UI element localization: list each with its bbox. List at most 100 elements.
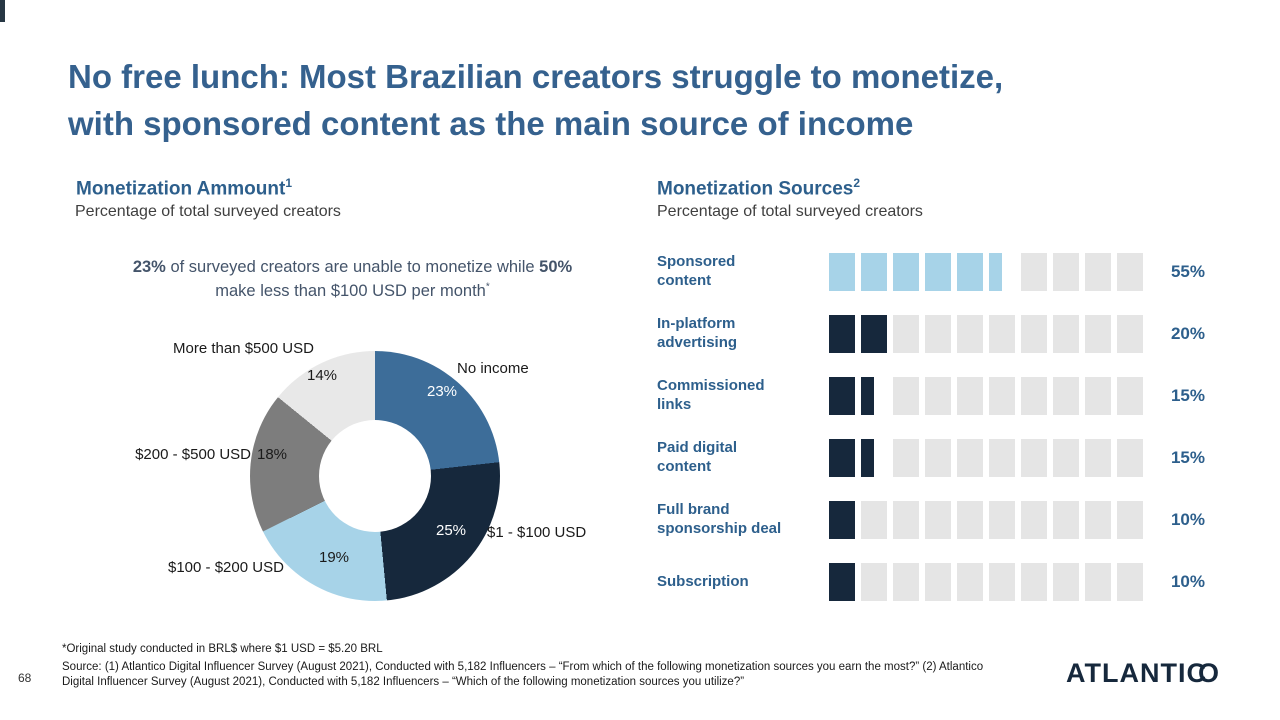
bar-block [1053,377,1079,415]
bar-block [1053,563,1079,601]
source-bar [829,563,1143,601]
bar-block [1053,253,1079,291]
bar-block [1085,377,1111,415]
donut-label-1-100: $1 - $100 USD [487,524,587,541]
logo-o-mark: O [1197,658,1220,688]
footnote: *Original study conducted in BRL$ where … [62,643,383,655]
bar-block [957,315,983,353]
bar-block [989,501,1015,539]
bar-block [1021,563,1047,601]
bar-block [893,501,919,539]
amount-heading-text: Monetization Ammount [76,178,286,200]
bar-block [1085,439,1111,477]
source-label: Subscription [657,572,749,590]
bar-block [1021,253,1047,291]
bar-block [1053,439,1079,477]
sources-heading-superscript: 2 [853,176,861,190]
source-percent: 55% [1170,262,1205,281]
amount-heading: Monetization Ammount1 [76,176,292,200]
logo-text: ATLANTIC [1066,658,1207,688]
bar-block [861,439,887,477]
bar-block [1117,315,1143,353]
donut-value-no-income: 23% [427,383,458,400]
bar-block [925,563,951,601]
bar-block [893,315,919,353]
source-row: Full brand sponsorship deal 10% [657,489,1205,551]
source-row: Subscription 10% [657,551,1205,613]
bar-block [957,501,983,539]
bar-block [861,563,887,601]
bar-block [925,315,951,353]
bar-block-partial [861,377,874,415]
bar-block [829,377,855,415]
bar-block [829,501,855,539]
slide-title-line1: No free lunch: Most Brazilian creators s… [68,58,1004,95]
source-bar [829,501,1143,539]
bar-block [1117,501,1143,539]
atlantico-logo: ATLANTICO [1066,658,1220,689]
bar-block [1117,253,1143,291]
bar-block-partial [861,439,874,477]
bar-block [829,439,855,477]
donut-label-200-500: $200 - $500 USD [135,446,251,463]
bar-block [829,253,855,291]
slide-title: No free lunch: Most Brazilian creators s… [68,54,1228,148]
bar-block [925,377,951,415]
bar-block [1085,563,1111,601]
bar-block [893,439,919,477]
amount-heading-superscript: 1 [285,176,293,190]
monetization-sources-chart: Sponsored content 55% In-platform advertisin… [657,241,1205,613]
bar-block [829,315,855,353]
bar-block [1021,501,1047,539]
bar-block [925,253,951,291]
bar-block [1021,377,1047,415]
slide-title-line2: with sponsored content as the main sourc… [68,104,914,142]
bar-block [957,563,983,601]
bar-block [957,439,983,477]
donut-label-more-500: More than $500 USD [173,340,314,357]
bar-block [925,439,951,477]
donut-value-more-500: 14% [307,367,338,384]
amount-subheading: Percentage of total surveyed creators [75,203,341,220]
source-row: Paid digital content 15% [657,427,1205,489]
bar-block [1117,439,1143,477]
bar-block [893,563,919,601]
bar-block [893,253,919,291]
donut-value-200-500: 18% [257,446,288,463]
source-bar [829,439,1143,477]
source-label: Full brand sponsorship deal [657,501,782,537]
source-row: Commissioned links 15% [657,365,1205,427]
bar-block [957,253,983,291]
bar-block [1085,501,1111,539]
source-bar [829,253,1143,291]
sources-heading-text: Monetization Sources [657,178,854,200]
bar-block [1053,315,1079,353]
bar-block [893,377,919,415]
bar-block [829,563,855,601]
source-percent: 10% [1170,510,1205,529]
bar-block [861,253,887,291]
bar-block [925,501,951,539]
bar-block [989,253,1015,291]
source-percent: 10% [1170,572,1205,591]
bar-block [861,315,887,353]
source-label: Paid digital content [657,439,738,475]
source-percent: 15% [1170,448,1205,467]
sources-subheading: Percentage of total surveyed creators [657,203,923,220]
bar-block [1085,253,1111,291]
source-row: Sponsored content 55% [657,241,1205,303]
page-number: 68 [18,671,32,685]
bar-block [1021,439,1047,477]
sources-heading: Monetization Sources2 [657,176,860,200]
monetization-amount-chart: More than $500 USD 14% No income 23% $20… [85,340,645,625]
bar-block [989,315,1015,353]
source-label: Sponsored content [657,253,736,289]
donut-value-1-100: 25% [436,522,467,539]
bar-block [1021,315,1047,353]
source-percent: 20% [1170,324,1205,343]
source-row: In-platform advertising 20% [657,303,1205,365]
screen-edge-artifact [0,0,5,22]
donut-value-100-200: 19% [319,549,350,566]
source-bar [829,315,1143,353]
bar-block [989,377,1015,415]
